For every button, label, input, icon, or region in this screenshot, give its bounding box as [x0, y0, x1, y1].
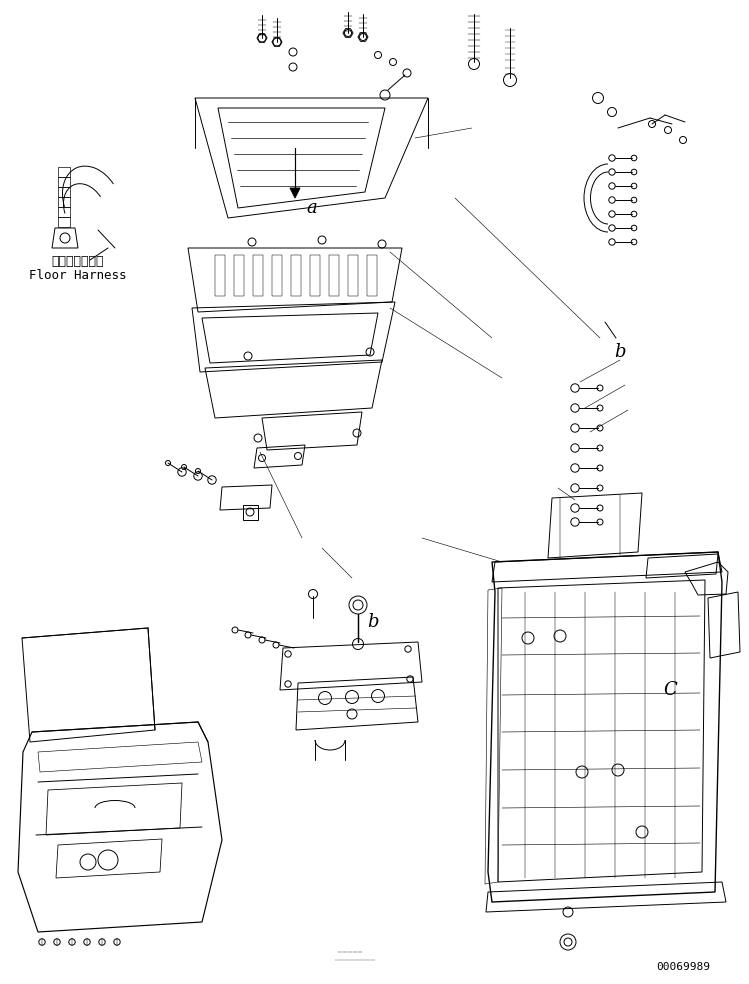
- Text: b: b: [614, 343, 625, 361]
- Text: 00069989: 00069989: [656, 962, 710, 972]
- Text: C: C: [663, 681, 677, 699]
- Polygon shape: [290, 188, 300, 198]
- Text: Floor Harness: Floor Harness: [29, 269, 127, 282]
- Text: a: a: [306, 199, 318, 217]
- Text: フロアハーネス: フロアハーネス: [52, 255, 104, 268]
- Text: b: b: [367, 613, 379, 631]
